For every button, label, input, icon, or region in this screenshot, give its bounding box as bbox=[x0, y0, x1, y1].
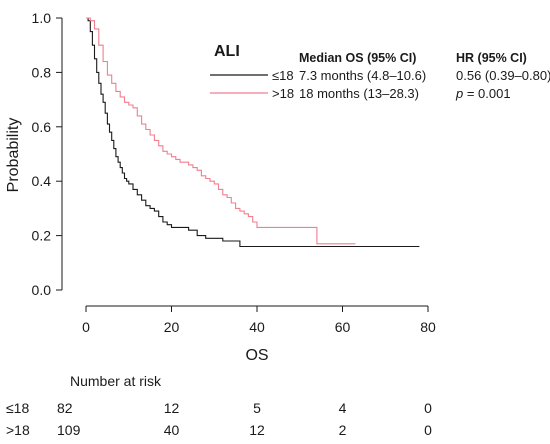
legend-label-gt18: >18 bbox=[272, 86, 294, 101]
km-curve-le18 bbox=[86, 17, 420, 248]
legend-p-label: p bbox=[455, 86, 463, 101]
risk-count: 82 bbox=[57, 400, 73, 416]
legend-title: ALI bbox=[214, 43, 240, 60]
legend-p-value: p = 0.001 bbox=[455, 86, 511, 101]
risk-count: 0 bbox=[424, 400, 432, 416]
axes: 0.0 0.2 0.4 0.6 0.8 1.0 0 20 40 60 80 bbox=[32, 10, 436, 335]
x-tick-label: 60 bbox=[335, 319, 351, 335]
legend-hr-value: 0.56 (0.39–0.80) bbox=[456, 68, 550, 83]
km-curve-gt18 bbox=[86, 17, 356, 245]
y-tick-label: 0.0 bbox=[32, 282, 52, 298]
y-tick-label: 0.8 bbox=[32, 64, 52, 80]
x-axis-title: OS bbox=[245, 347, 268, 364]
risk-count: 12 bbox=[164, 400, 180, 416]
risk-table-title: Number at risk bbox=[70, 373, 162, 389]
legend-p-number: = 0.001 bbox=[463, 86, 510, 101]
legend-median-os-le18: 7.3 months (4.8–10.6) bbox=[299, 68, 426, 83]
legend-label-le18: ≤18 bbox=[272, 68, 294, 83]
x-tick-label: 80 bbox=[420, 319, 436, 335]
risk-count: 4 bbox=[339, 400, 347, 416]
risk-table: Number at risk ≤18 82 12 5 4 0>18 109 40 12 2 0 bbox=[6, 373, 432, 438]
risk-count: 40 bbox=[164, 422, 180, 438]
risk-row-label: >18 bbox=[6, 422, 30, 438]
risk-count: 0 bbox=[424, 422, 432, 438]
legend-header-median-os: Median OS (95% CI) bbox=[299, 51, 416, 65]
survival-curves bbox=[86, 17, 420, 248]
risk-row-label: ≤18 bbox=[6, 400, 29, 416]
y-tick-label: 0.2 bbox=[32, 228, 52, 244]
y-tick-label: 0.4 bbox=[32, 173, 52, 189]
legend-median-os-gt18: 18 months (13–28.3) bbox=[299, 86, 419, 101]
x-tick-label: 20 bbox=[164, 319, 180, 335]
legend-header-hr: HR (95% CI) bbox=[456, 51, 527, 65]
legend: ALI Median OS (95% CI) HR (95% CI) ≤18 7… bbox=[210, 43, 550, 101]
x-ticks: 0 20 40 60 80 bbox=[82, 306, 436, 335]
risk-count: 5 bbox=[253, 400, 261, 416]
risk-rows: ≤18 82 12 5 4 0>18 109 40 12 2 0 bbox=[6, 400, 432, 438]
risk-count: 12 bbox=[249, 422, 265, 438]
x-tick-label: 40 bbox=[249, 319, 265, 335]
risk-count: 109 bbox=[57, 422, 81, 438]
y-tick-label: 0.6 bbox=[32, 119, 52, 135]
y-tick-label: 1.0 bbox=[32, 10, 52, 26]
x-tick-label: 0 bbox=[82, 319, 90, 335]
risk-count: 2 bbox=[339, 422, 347, 438]
y-axis-title: Probability bbox=[5, 118, 22, 193]
y-ticks: 0.0 0.2 0.4 0.6 0.8 1.0 bbox=[32, 10, 62, 298]
